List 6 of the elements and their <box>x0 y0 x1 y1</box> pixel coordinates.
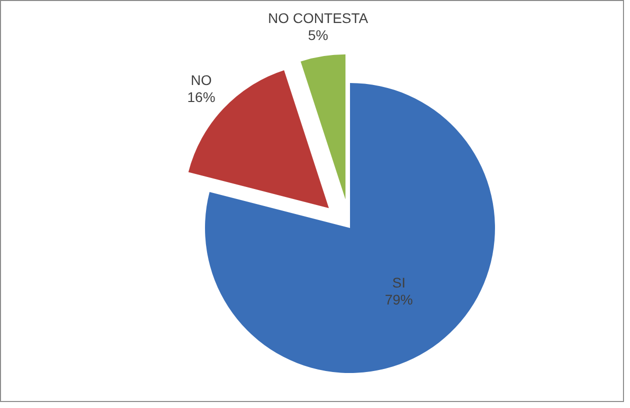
data-label: 5% <box>308 27 328 44</box>
data-label: 16% <box>187 88 216 105</box>
slice-label: SI <box>392 274 406 291</box>
data-label: 79% <box>384 292 413 308</box>
slice-label: NO <box>190 72 212 88</box>
slice-label: NO CONTESTA <box>268 10 369 26</box>
